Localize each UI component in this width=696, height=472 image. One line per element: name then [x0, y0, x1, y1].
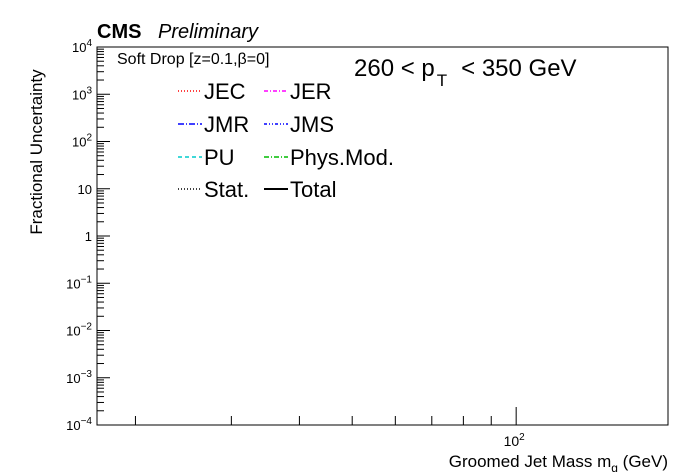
y-axis-title: Fractional Uncertainty	[27, 69, 46, 235]
plot-frame	[96, 46, 669, 426]
x-axis-title: Groomed Jet Mass mg (GeV)	[449, 452, 668, 472]
status-label: Preliminary	[158, 21, 259, 43]
x-axis-tick-labels: 102	[504, 432, 526, 449]
y-tick-label: 104	[72, 38, 92, 55]
legend-entry-pu: PU	[178, 145, 235, 170]
y-tick-label: 1	[85, 229, 92, 244]
y-tick-label: 103	[72, 85, 92, 102]
legend-label: PU	[204, 145, 235, 170]
y-tick-label: 10−2	[66, 322, 92, 339]
y-axis-tick-labels: 10−4 10−3 10−2 10−1 1 10 102 103 104	[66, 38, 92, 433]
y-axis-ticks	[97, 46, 110, 426]
legend-label: Total	[290, 177, 336, 202]
legend-label: JEC	[204, 79, 246, 104]
y-tick-label: 102	[72, 133, 92, 150]
x-tick-label: 102	[504, 432, 526, 449]
y-tick-label: 10	[78, 182, 92, 197]
groomer-annotation: Soft Drop [z=0.1,β=0]	[117, 51, 269, 68]
legend: JEC JER JMR JMS PU Phys.Mod. Stat. Total	[178, 79, 394, 202]
legend-entry-jer: JER	[264, 79, 332, 104]
legend-entry-jmr: JMR	[178, 112, 249, 137]
legend-label: Phys.Mod.	[290, 145, 394, 170]
legend-label: JER	[290, 79, 332, 104]
x-axis-ticks	[134, 407, 517, 425]
plot-frame-group	[96, 46, 669, 426]
y-tick-label: 10−4	[66, 416, 92, 433]
y-tick-label: 10−3	[66, 369, 92, 386]
legend-label: JMS	[290, 112, 334, 137]
legend-entry-jms: JMS	[264, 112, 334, 137]
legend-label: JMR	[204, 112, 249, 137]
legend-label: Stat.	[204, 177, 249, 202]
y-tick-label: 10−1	[66, 274, 92, 291]
legend-entry-phys-mod-: Phys.Mod.	[264, 145, 394, 170]
legend-entry-stat-: Stat.	[178, 177, 249, 202]
experiment-label: CMS	[97, 21, 141, 43]
legend-entry-total: Total	[264, 177, 336, 202]
legend-entry-jec: JEC	[178, 79, 246, 104]
pt-range-annotation: 260 < p T < 350 GeV	[354, 55, 577, 90]
